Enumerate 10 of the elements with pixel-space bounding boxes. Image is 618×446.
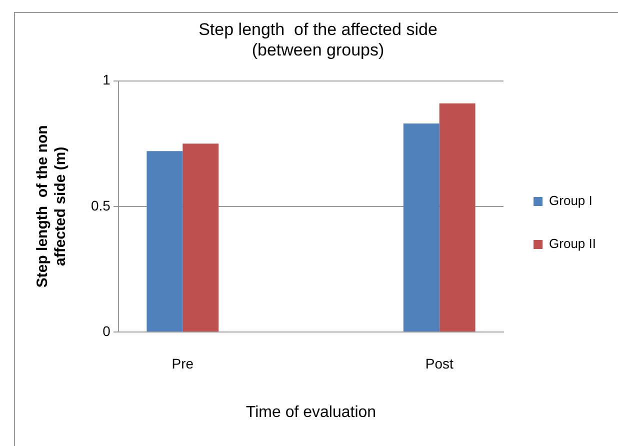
y-tick-label: 1 [102, 72, 111, 88]
legend-label: Group I [549, 193, 592, 208]
legend-label: Group II [549, 236, 596, 252]
x-axis-title: Time of evaluation [246, 404, 376, 421]
x-tick-label: Pre [172, 355, 194, 372]
y-tick-label: 0 [102, 322, 111, 339]
x-tick-label: Post [425, 355, 454, 372]
y-tick-label: 0.5 [90, 197, 111, 214]
chart-title: Step length of the affected side (between groups) [198, 20, 438, 60]
y-axis-title: Step length of the non affected side (m) [34, 125, 70, 288]
